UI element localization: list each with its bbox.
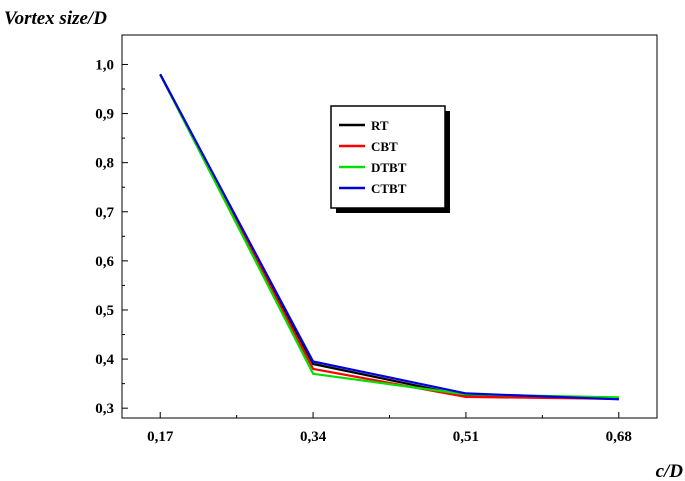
- x-tick-label: 0,17: [147, 429, 174, 445]
- legend-label: CTBT: [371, 181, 407, 196]
- x-tick-label: 0,34: [300, 429, 327, 445]
- plot-area: [159, 73, 619, 401]
- legend-box: [330, 105, 446, 209]
- x-tick-label: 0,51: [453, 429, 479, 445]
- y-tick-label: 0,8: [95, 156, 114, 172]
- y-tick-label: 0,3: [95, 401, 114, 417]
- y-tick-label: 0,5: [95, 303, 114, 319]
- legend-label: DTBT: [371, 160, 407, 175]
- series-line-ctbt: [159, 73, 619, 401]
- x-tick-label: 0,68: [606, 429, 632, 445]
- y-tick-label: 1,0: [95, 57, 114, 73]
- legend-label: CBT: [371, 139, 398, 154]
- y-tick-label: 0,9: [95, 107, 114, 123]
- legend-label: RT: [371, 118, 389, 133]
- y-tick-label: 0,7: [95, 205, 114, 221]
- x-axis: 0,17 0,34 0,51 0,68: [147, 412, 632, 445]
- series-line-cbt: [159, 73, 619, 400]
- y-axis-title: Vortex size/D: [4, 8, 107, 29]
- y-tick-label: 0,4: [95, 352, 114, 368]
- x-axis-title: c/D: [656, 461, 684, 481]
- y-axis: 0,3 0,4 0,5 0,6 0,7 0,8 0,9 1,0: [95, 57, 128, 417]
- legend: RT CBT DTBT CTBT: [330, 105, 450, 213]
- y-tick-label: 0,6: [95, 254, 114, 270]
- plot-frame: [121, 34, 658, 419]
